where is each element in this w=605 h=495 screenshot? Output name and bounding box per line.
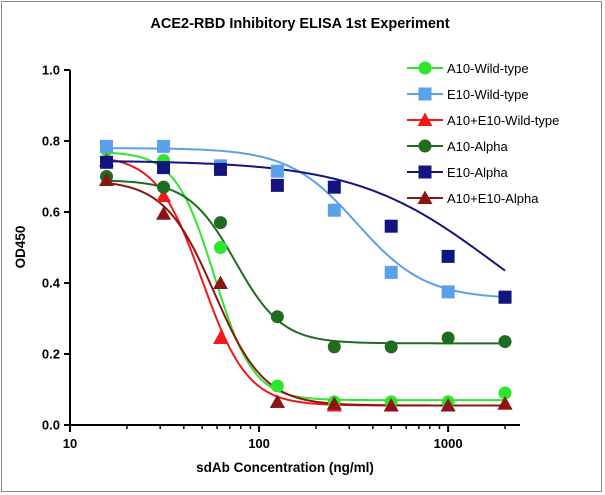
x-tick-label: 10 (63, 436, 77, 451)
data-point-A10+E10-Wild-type (156, 188, 172, 203)
data-point-A10-Wild-type (213, 241, 227, 254)
y-tick-label: 0.2 (42, 347, 60, 362)
fit-curve-A10-Alpha (106, 179, 506, 345)
legend-label: A10+E10-Wild-type (447, 113, 559, 128)
data-point-E10-Wild-type (270, 164, 284, 178)
fit-curve-A10-Wild-type (106, 151, 506, 402)
legend-marker (418, 165, 432, 179)
data-point-A10-Alpha (157, 180, 171, 194)
data-point-A10+E10-Alpha (497, 396, 513, 410)
legend-label: A10+E10-Alpha (447, 191, 539, 206)
data-point-E10-Alpha (441, 249, 455, 263)
legend-marker (417, 112, 433, 126)
data-point-A10+E10-Alpha (269, 394, 285, 408)
data-point-E10-Wild-type (100, 139, 114, 153)
chart-title: ACE2-RBD Inhibitory ELISA 1st Experiment (150, 16, 449, 32)
y-tick-label: 0.4 (42, 276, 61, 291)
data-point-A10-Alpha (498, 335, 512, 349)
y-tick-label: 0.6 (42, 205, 60, 220)
legend-label: E10-Wild-type (447, 87, 529, 102)
legend-label: A10-Wild-type (447, 61, 529, 76)
data-point-A10+E10-Alpha (440, 398, 456, 412)
y-tick-label: 0.8 (42, 134, 60, 149)
data-point-A10+E10-Alpha (212, 275, 228, 289)
data-point-E10-Wild-type (157, 139, 171, 153)
data-point-E10-Alpha (384, 219, 398, 233)
legend-marker (417, 190, 433, 204)
data-point-E10-Alpha (498, 290, 512, 304)
y-axis-label: OD450 (13, 226, 28, 269)
data-point-A10+E10-Alpha (326, 396, 342, 410)
data-point-E10-Wild-type (384, 265, 398, 279)
data-point-A10-Wild-type (270, 379, 284, 393)
data-point-A10-Wild-type (498, 386, 512, 400)
data-point-A10+E10-Wild-type (212, 330, 228, 345)
legend-marker (418, 87, 432, 101)
data-point-A10-Alpha (270, 310, 284, 324)
fit-curve-A10+E10-Alpha (106, 181, 506, 407)
legend-marker (418, 61, 432, 75)
legend-label: A10-Alpha (447, 139, 508, 154)
data-point-A10+E10-Alpha (156, 206, 172, 220)
data-point-E10-Wild-type (327, 203, 341, 217)
data-point-A10-Alpha (384, 340, 398, 354)
data-point-E10-Alpha (270, 178, 284, 192)
fit-curve-E10-Wild-type (106, 147, 506, 298)
y-tick-label: 1.0 (42, 63, 60, 78)
data-point-A10-Alpha (213, 216, 227, 230)
x-tick-label: 100 (248, 436, 270, 451)
legend-marker (418, 139, 432, 153)
data-point-E10-Alpha (157, 161, 171, 175)
data-point-A10+E10-Alpha (99, 172, 114, 187)
data-point-E10-Alpha (100, 155, 114, 169)
data-point-A10-Alpha (441, 331, 455, 345)
y-tick-label: 0.0 (42, 418, 60, 433)
fit-curve-E10-Alpha (106, 160, 506, 272)
data-point-A10+E10-Alpha (383, 398, 399, 412)
legend-label: E10-Alpha (447, 165, 508, 180)
x-tick-label: 1000 (434, 436, 463, 451)
data-point-E10-Alpha (213, 162, 227, 176)
data-point-A10-Alpha (327, 340, 341, 354)
data-point-E10-Alpha (327, 180, 341, 194)
x-axis-label: sdAb Concentration (ng/ml) (196, 460, 374, 475)
data-point-E10-Wild-type (441, 285, 455, 299)
